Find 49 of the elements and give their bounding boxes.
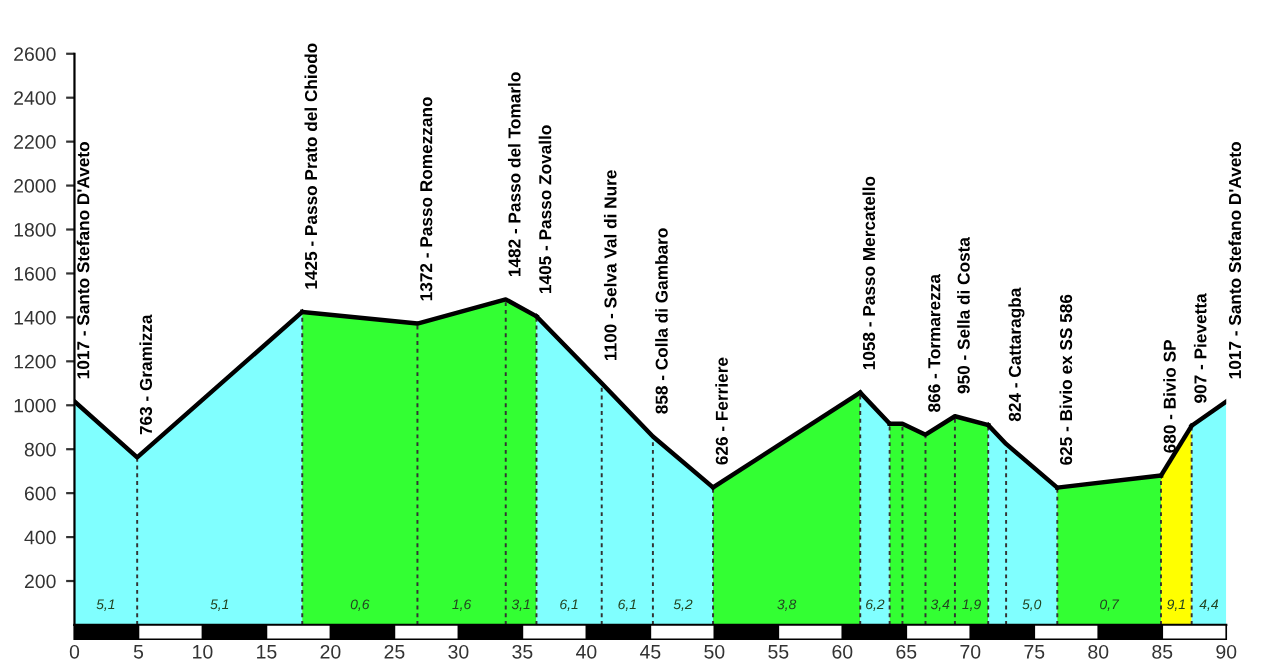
annotation: 866 - Tormarezza — [928, 273, 941, 412]
annotation: 626 - Ferriere — [715, 357, 728, 465]
annotation: 680 - Bivio SP — [1163, 340, 1176, 453]
x-tick-label: 20 — [320, 644, 341, 659]
annotation: 824 - Cattaragba — [1008, 287, 1025, 422]
annotation: 907 - Pievetta — [1193, 293, 1207, 403]
y-tick-label: 1600 — [14, 266, 56, 281]
annotation: 858 - Colla di Gambaro — [655, 228, 668, 414]
annotation: 1425 - Passo Prato del Chiodo — [304, 43, 318, 289]
y-tick-label: 200 — [24, 574, 56, 589]
annotation: 1017 - Santo Stefano D'Aveto — [76, 142, 90, 379]
x-tick-label: 50 — [704, 644, 725, 659]
x-tick-label: 85 — [1152, 644, 1173, 659]
x-tick-label: 40 — [575, 644, 597, 659]
y-tick-label: 1200 — [14, 354, 56, 369]
x-tick-label: 65 — [896, 644, 917, 659]
y-tick-label: 1800 — [14, 222, 56, 237]
x-tick-label: 90 — [1216, 644, 1237, 659]
y-tick-label: 2400 — [14, 91, 56, 105]
annotation: 1017 - Santo Stefano D'Aveto — [1228, 142, 1242, 379]
y-tick-label: 2000 — [14, 179, 56, 193]
x-tick-label: 60 — [832, 644, 853, 659]
y-tick-label: 2200 — [14, 135, 56, 149]
y-tick-label: 400 — [24, 530, 56, 545]
y-tick-label: 600 — [24, 486, 56, 501]
annotation: 1100 - Selva Val di Nure — [603, 170, 617, 360]
y-tick-label: 1000 — [14, 398, 56, 413]
x-tick-label: 80 — [1088, 644, 1109, 659]
x-tick-label: 70 — [960, 644, 981, 659]
x-tick-label: 15 — [257, 645, 277, 659]
x-tick-label: 35 — [512, 644, 533, 659]
x-tick-label: 5 — [133, 645, 144, 659]
y-tick-label: 1400 — [14, 310, 56, 325]
x-tick-label: 45 — [639, 645, 661, 659]
annotation: 1482 - Passo del Tomarlo — [507, 72, 521, 277]
x-tick-label: 0 — [69, 644, 80, 659]
x-tick-label: 25 — [384, 644, 405, 659]
annotation: 1372 - Passo Romezzano — [420, 97, 433, 301]
x-tick-label: 30 — [448, 644, 469, 659]
annotation: 625 - Bivio ex SS 586 — [1059, 294, 1073, 465]
annotation: 1405 - Passo Zovallo — [538, 125, 552, 293]
annotation: 763 - Gramizza — [139, 314, 153, 435]
x-tick-label: 55 — [768, 645, 789, 659]
annotation: 950 - Sella di Costa — [957, 236, 970, 394]
annotation: 1058 - Passo Mercatello — [862, 176, 876, 370]
x-tick-label: 10 — [193, 644, 213, 659]
y-tick-label: 800 — [24, 442, 56, 457]
x-tick-label: 75 — [1024, 645, 1045, 659]
y-tick-label: 2600 — [14, 47, 56, 61]
